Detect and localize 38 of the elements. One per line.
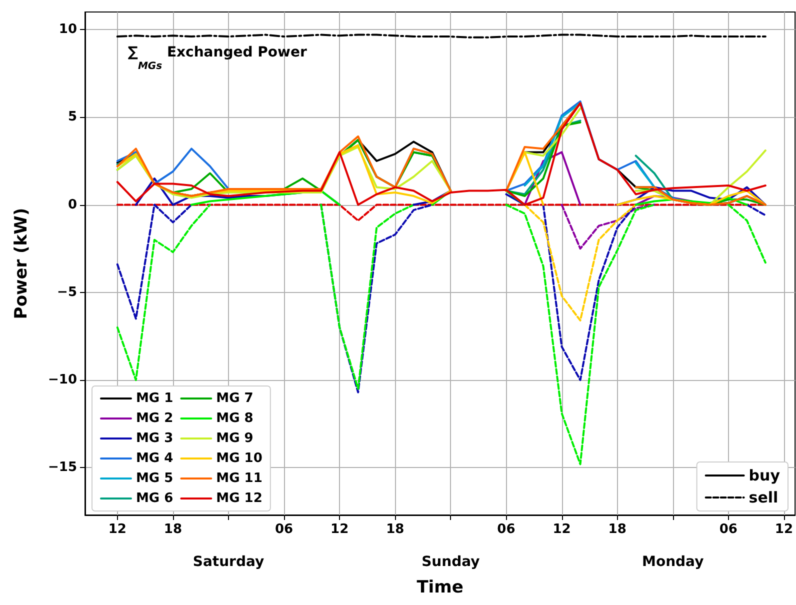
x-tick-label: 18 [164, 522, 182, 537]
series-label: ∑MGs Exchanged Power [128, 44, 307, 72]
y-tick-label: 10 [58, 22, 77, 38]
x-tick-label: 12 [774, 522, 793, 537]
line-series [560, 204, 656, 250]
legend-label: sell [748, 488, 778, 506]
y-tick-label: −15 [48, 460, 77, 476]
legend-label: MG 1 [136, 391, 174, 406]
line-series [524, 204, 637, 322]
legend-label: MG 8 [216, 411, 254, 426]
y-tick-label: 0 [68, 197, 77, 212]
x-tick-label: 12 [108, 522, 126, 537]
y-tick-label: −5 [57, 284, 77, 300]
x-tick-label: 06 [274, 522, 294, 537]
legend-label: MG 9 [216, 431, 254, 446]
text: Monday [642, 554, 704, 570]
legend-label: MG 11 [216, 471, 262, 486]
y-axis-title: Power (kW) [12, 208, 32, 320]
x-tick-label: 06 [497, 522, 516, 537]
y-tick-label: −10 [48, 372, 77, 388]
legend-label: MG 2 [136, 411, 174, 426]
legend-label: MG 7 [216, 391, 254, 406]
x-tick-label: 12 [330, 522, 349, 537]
legend-label: MG 3 [136, 431, 174, 446]
text: Saturday [192, 554, 264, 570]
legend-label: buy [748, 466, 780, 484]
legend-label: MG 5 [136, 471, 174, 486]
legend-label: MG 10 [216, 451, 262, 466]
text: Sunday [422, 554, 480, 570]
x-tick-label: 12 [552, 522, 571, 537]
x-tick-label: 06 [719, 522, 738, 537]
legend-label: MG 12 [216, 491, 262, 506]
x-axis-title: Time [416, 578, 464, 598]
legend-label: MG 6 [136, 491, 174, 506]
x-tick-label: 18 [608, 522, 626, 537]
x-tick-label: 18 [386, 522, 404, 537]
legend-label: MG 4 [136, 451, 174, 466]
y-tick-label: 5 [68, 110, 77, 125]
